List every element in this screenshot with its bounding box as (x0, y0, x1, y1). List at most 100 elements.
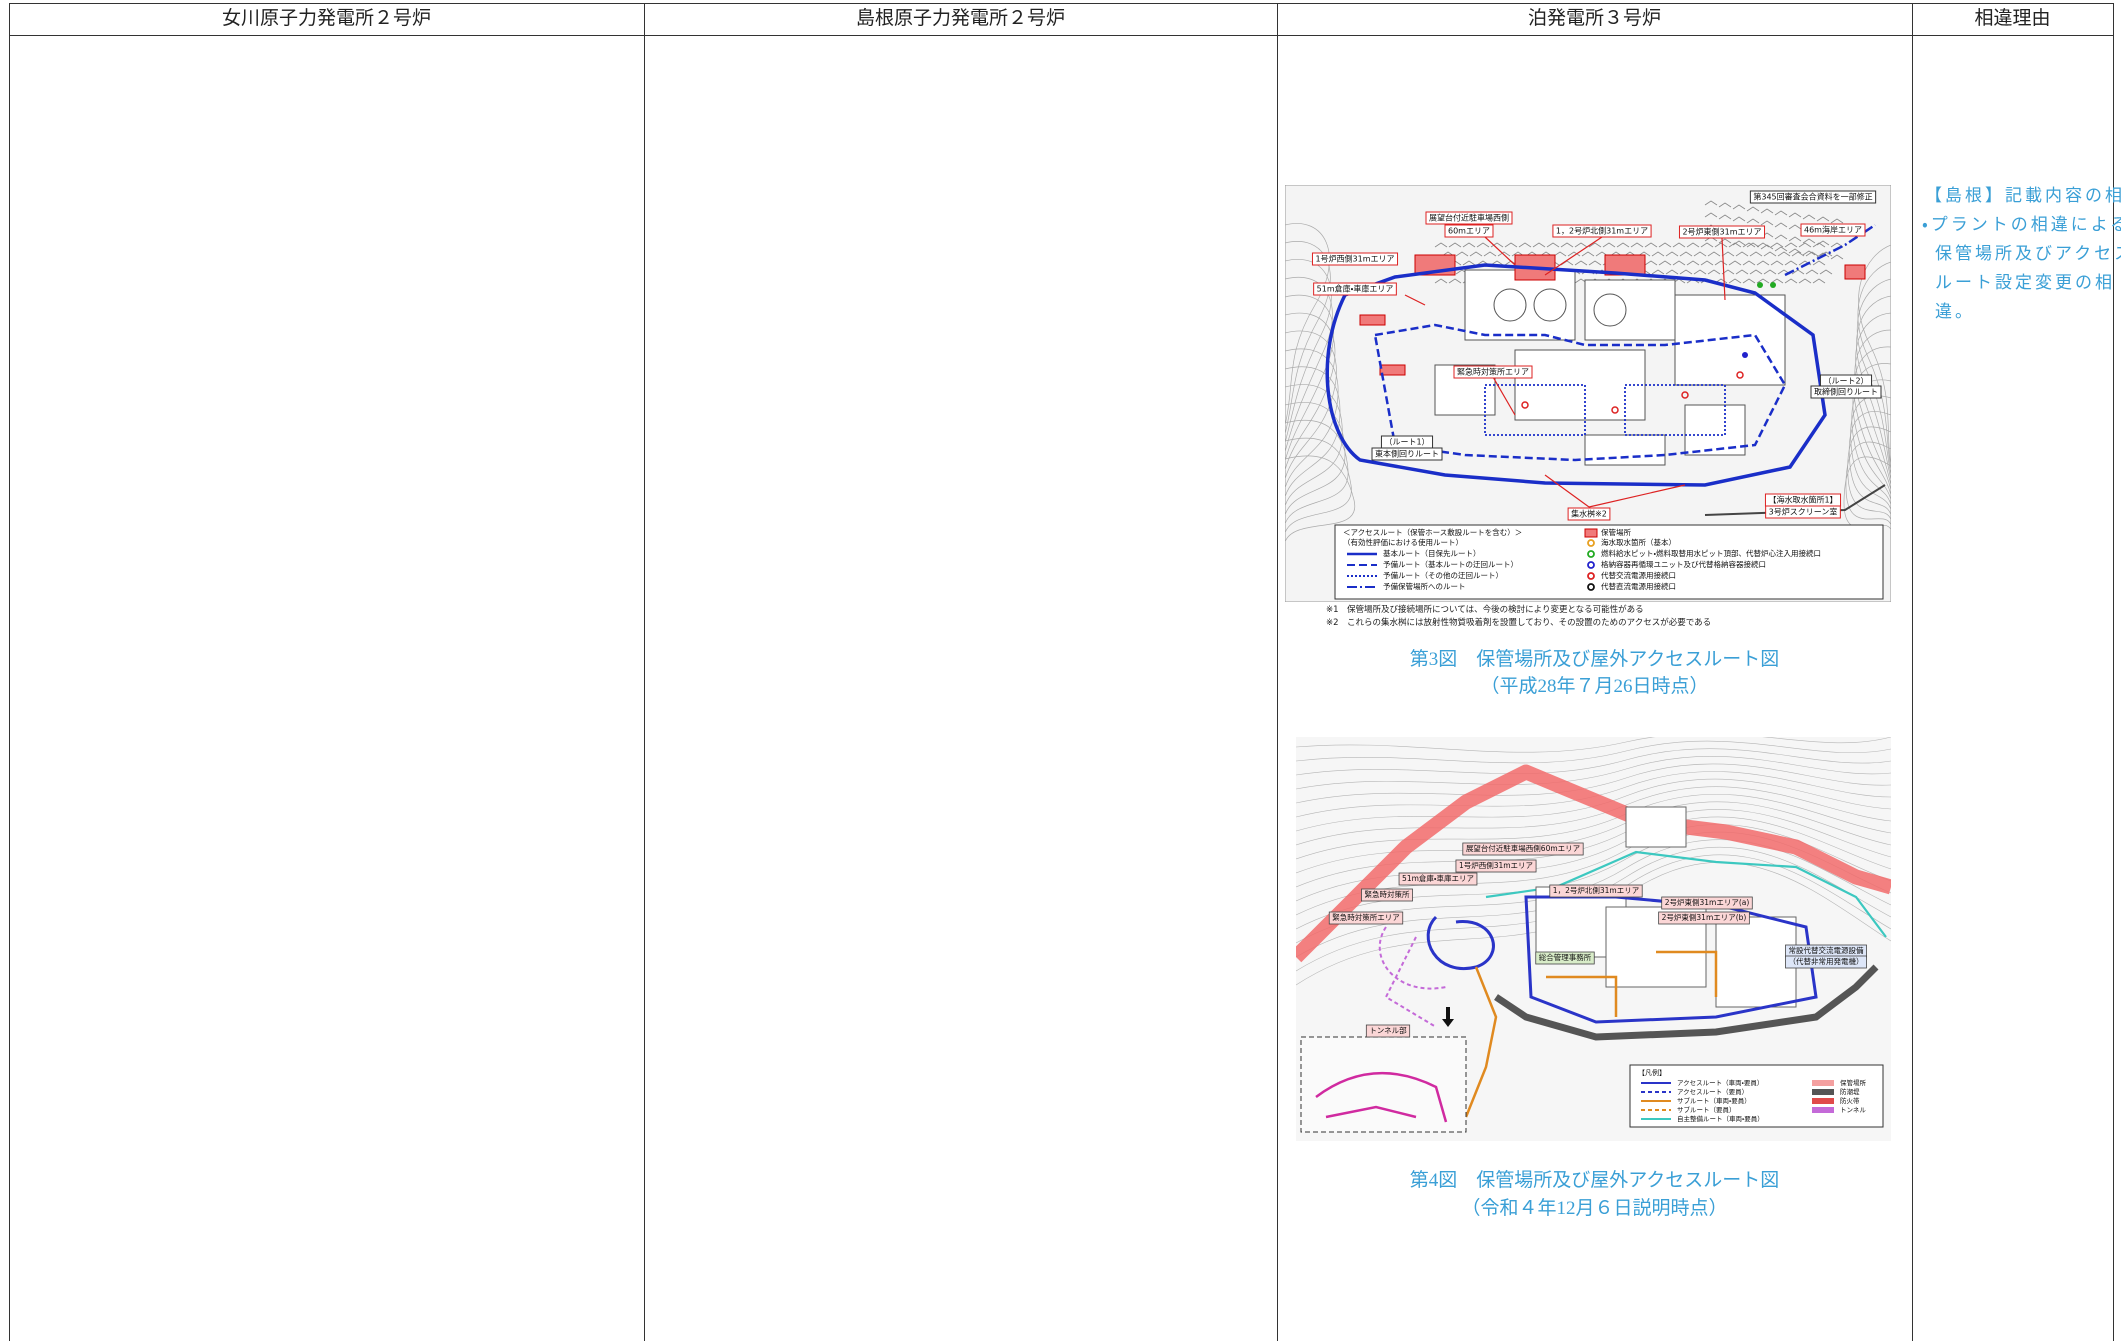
legend-label: アクセスルート（車両・要員） (1677, 1078, 1763, 1087)
slope-hatch (1728, 242, 1742, 248)
slope-hatch (1588, 242, 1602, 248)
slope-hatch (1434, 278, 1448, 284)
leader (1492, 376, 1516, 416)
slope-hatch (1560, 242, 1574, 248)
slope-hatch (1735, 251, 1749, 257)
legend-label: 代替直流電源用接続口 (1601, 581, 1676, 591)
slope-hatch (1816, 240, 1830, 246)
slope-hatch (1574, 242, 1588, 248)
slope-hatch (1812, 278, 1826, 284)
legend-box (1629, 1064, 1884, 1128)
slope-hatch (1770, 242, 1784, 248)
label-box (1313, 282, 1397, 296)
slope-hatch (1746, 218, 1760, 224)
slope-hatch (1728, 260, 1742, 266)
contour (1854, 329, 1891, 491)
slope-hatch (1462, 260, 1476, 266)
slope-hatch (1672, 242, 1686, 248)
legend-label: 防火帯 (1840, 1096, 1860, 1105)
legend-label: サブルート（要員） (1677, 1105, 1736, 1114)
slope-hatch (1434, 242, 1448, 248)
slope-hatch (1802, 214, 1816, 220)
legend-label: 保管場所 (1601, 527, 1631, 537)
slope-hatch (1651, 269, 1665, 275)
reason-line: 保管場所及びアクセス (1935, 244, 2121, 263)
figure-caption: 第3図 保管場所及び屋外アクセスルート図 (1409, 649, 1780, 670)
map-label: 1，2号炉北側31mエリア (1556, 226, 1648, 236)
slope-hatch (1567, 251, 1581, 257)
slope-hatch (1760, 208, 1774, 214)
slope-hatch (1469, 251, 1483, 257)
tank (1493, 288, 1527, 322)
slope-hatch (1672, 260, 1686, 266)
slope-hatch (1574, 260, 1588, 266)
slope-hatch (1651, 251, 1665, 257)
slope-hatch (1812, 242, 1826, 248)
leader (1484, 236, 1516, 266)
legend-symbol (1587, 583, 1595, 591)
contour (1848, 411, 1891, 516)
col-line (2113, 3, 2114, 1341)
tank (1593, 293, 1627, 327)
map-label: 第345回審査会合資料を一部修正 (1753, 192, 1872, 202)
slope-hatch (1756, 260, 1770, 266)
label-box (1453, 365, 1533, 379)
building (1625, 806, 1687, 848)
slope-hatch (1774, 246, 1788, 252)
label-box (1749, 190, 1877, 204)
map-label: 緊急時対策所エリア (1457, 367, 1529, 377)
contour (1285, 402, 1346, 516)
map-label: 取締側回りルート (1814, 387, 1878, 397)
label-box (1785, 955, 1867, 969)
storage-area (1379, 364, 1406, 376)
slope-hatch (1742, 278, 1756, 284)
label-box (1552, 224, 1652, 238)
slope-hatch (1588, 260, 1602, 266)
label-box (1444, 224, 1494, 238)
label-box (1371, 447, 1443, 461)
legend-label: 海水取水箇所（基本） (1601, 537, 1676, 547)
building (1514, 349, 1646, 421)
slope-hatch (1732, 216, 1746, 222)
building (1584, 434, 1666, 466)
reason-line: ・プラントの相違による (1922, 215, 2121, 234)
connection (1742, 352, 1748, 358)
slope-hatch (1630, 242, 1644, 248)
figure-date: （令和４年12月６日説明時点） (1461, 1198, 1728, 1219)
slope-hatch (1693, 251, 1707, 257)
slope-hatch (1760, 220, 1774, 226)
map-label: 東本側回りルート (1375, 449, 1439, 459)
slope-hatch (1819, 269, 1833, 275)
base-route (1325, 263, 1827, 487)
label-box (1567, 507, 1611, 521)
legend-label: 格納容器再循環ユニット及び代替格納容器接続口 (1601, 559, 1766, 569)
contour (1852, 363, 1891, 501)
label-box (1311, 252, 1399, 266)
connection (1611, 406, 1619, 414)
col-line (9, 3, 10, 1341)
slope-hatch (1788, 248, 1802, 254)
slope-hatch (1483, 251, 1497, 257)
slope-hatch (1816, 252, 1830, 258)
legend-symbol (1584, 528, 1598, 538)
legend-label: サブルート（車両・要員） (1677, 1096, 1751, 1105)
leader (1544, 474, 1590, 508)
slope-hatch (1714, 260, 1728, 266)
label-box (1678, 225, 1766, 239)
slope-hatch (1777, 251, 1791, 257)
legend-symbol (1587, 550, 1595, 558)
slope-hatch (1448, 278, 1462, 284)
label-box (1661, 896, 1753, 910)
label-box (1549, 884, 1643, 898)
reason-line: ルート設定変更の相 (1935, 273, 2115, 292)
label-box (1455, 859, 1537, 873)
legend-symbol (1812, 1098, 1834, 1104)
map-label: 集水桝※2 (1571, 509, 1607, 519)
legend-label: 予備保管場所へのルート (1383, 581, 1466, 591)
slope-hatch (1816, 216, 1830, 222)
legend-symbol (1587, 561, 1595, 569)
slope-hatch (1602, 242, 1616, 248)
label-box (1800, 223, 1866, 237)
slope-hatch (1788, 236, 1802, 242)
spare-route (1373, 323, 1787, 462)
